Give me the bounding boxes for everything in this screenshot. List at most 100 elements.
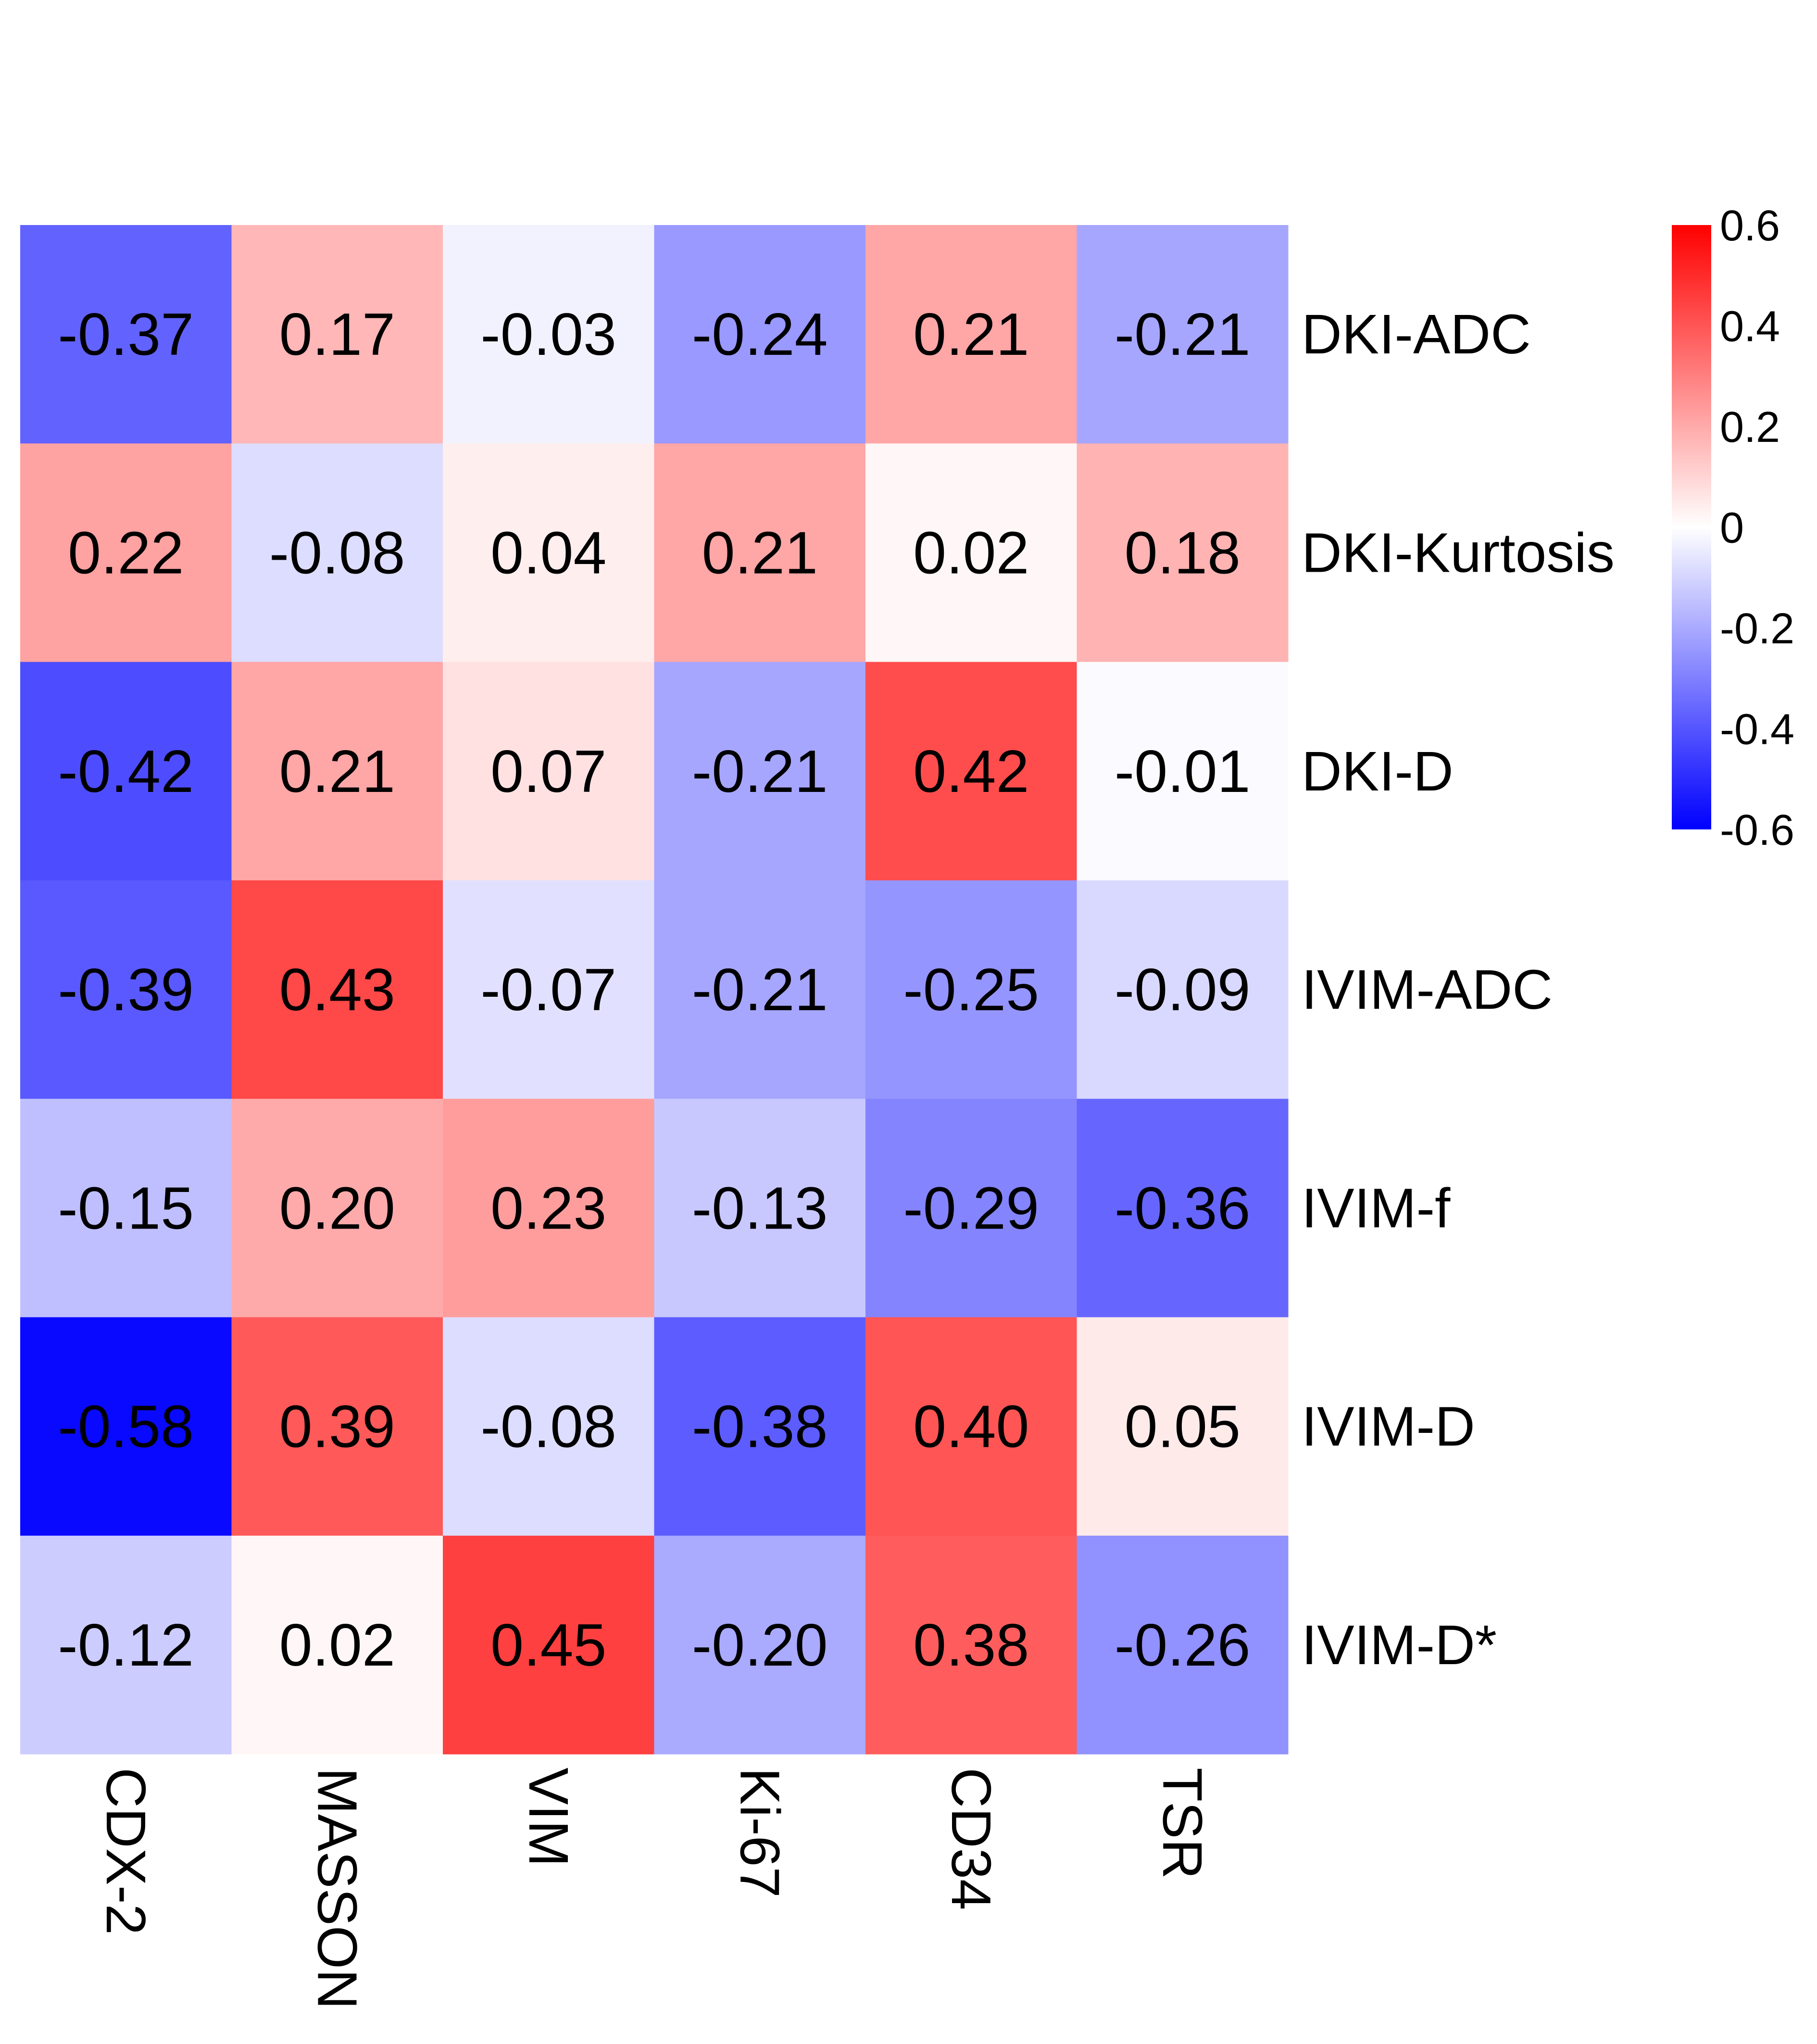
legend-tick-label: -0.6 bbox=[1720, 806, 1794, 854]
cell-value-label: -0.08 bbox=[269, 520, 405, 586]
heatmap-cells bbox=[20, 225, 1289, 1755]
row-label: DKI-D bbox=[1302, 740, 1454, 803]
cell-value-label: -0.20 bbox=[692, 1612, 828, 1679]
heatmap-cell bbox=[443, 1317, 654, 1536]
cell-value-label: -0.21 bbox=[1115, 301, 1251, 368]
heatmap-cell bbox=[865, 1535, 1077, 1755]
row-label: DKI-ADC bbox=[1302, 303, 1531, 365]
heatmap-cell bbox=[231, 1535, 443, 1755]
heatmap-cell bbox=[1077, 1099, 1289, 1317]
cell-value-label: 0.21 bbox=[913, 301, 1029, 368]
cell-value-label: 0.21 bbox=[279, 739, 395, 805]
heatmap-cell bbox=[20, 1317, 232, 1536]
heatmap-cell bbox=[865, 1317, 1077, 1536]
column-labels: CDX-2 MASSON VIM Ki-67 CD34 TSR bbox=[95, 1768, 1214, 2009]
cell-value-label: 0.02 bbox=[279, 1612, 395, 1679]
heatmap-cell bbox=[231, 662, 443, 881]
heatmap-cell bbox=[20, 662, 232, 881]
column-label: Ki-67 bbox=[728, 1768, 791, 1898]
column-label: VIM bbox=[517, 1768, 580, 1867]
cell-value-label: 0.45 bbox=[490, 1612, 606, 1679]
heatmap-cell bbox=[20, 225, 232, 444]
heatmap-cell bbox=[654, 880, 866, 1099]
heatmap-cell bbox=[20, 443, 232, 663]
heatmap-cell bbox=[1077, 443, 1289, 663]
legend-tick-label: 0 bbox=[1720, 504, 1744, 552]
cell-value-label: -0.01 bbox=[1115, 739, 1251, 805]
heatmap-cell bbox=[654, 662, 866, 881]
color-legend: 0.6 0.4 0.2 0 -0.2 -0.4 -0.6 bbox=[1672, 202, 1794, 854]
cell-value-label: -0.24 bbox=[692, 301, 828, 368]
cell-value-label: 0.07 bbox=[490, 739, 606, 805]
legend-tick-label: -0.2 bbox=[1720, 605, 1794, 653]
heatmap-cell bbox=[443, 1099, 654, 1317]
heatmap-cell bbox=[443, 225, 654, 444]
heatmap-cell bbox=[443, 662, 654, 881]
row-label: IVIM-f bbox=[1302, 1177, 1451, 1239]
heatmap-cell bbox=[443, 1535, 654, 1755]
cell-value-label: 0.38 bbox=[913, 1612, 1029, 1679]
cell-value-label: -0.21 bbox=[692, 957, 828, 1023]
cell-value-label: -0.58 bbox=[58, 1394, 194, 1460]
heatmap-cell bbox=[1077, 662, 1289, 881]
heatmap-cell bbox=[20, 1099, 232, 1317]
heatmap-cell bbox=[865, 443, 1077, 663]
cell-value-label: 0.43 bbox=[279, 957, 395, 1023]
cell-value-label: 0.40 bbox=[913, 1394, 1029, 1460]
cell-value-label: 0.23 bbox=[490, 1175, 606, 1241]
heatmap-cell bbox=[443, 443, 654, 663]
heatmap-cell bbox=[865, 662, 1077, 881]
cell-value-label: -0.13 bbox=[692, 1175, 828, 1241]
row-label: DKI-Kurtosis bbox=[1302, 521, 1615, 584]
column-label: MASSON bbox=[306, 1768, 368, 2009]
cell-value-label: -0.36 bbox=[1115, 1175, 1251, 1241]
cell-value-label: -0.08 bbox=[480, 1394, 616, 1460]
heatmap-cell bbox=[654, 1099, 866, 1317]
cell-value-label: 0.02 bbox=[913, 520, 1029, 586]
cell-value-label: -0.12 bbox=[58, 1612, 194, 1679]
cell-value-label: -0.09 bbox=[1115, 957, 1251, 1023]
heatmap-cell bbox=[654, 1535, 866, 1755]
cell-value-label: 0.20 bbox=[279, 1175, 395, 1241]
column-label: CD34 bbox=[940, 1768, 1002, 1910]
cell-value-label: 0.39 bbox=[279, 1394, 395, 1460]
heatmap-cell bbox=[1077, 880, 1289, 1099]
column-label: CDX-2 bbox=[95, 1768, 157, 1935]
heatmap-cell bbox=[231, 225, 443, 444]
heatmap-cell bbox=[443, 880, 654, 1099]
heatmap-cell bbox=[1077, 1317, 1289, 1536]
cell-value-label: 0.42 bbox=[913, 739, 1029, 805]
legend-tick-label: -0.4 bbox=[1720, 706, 1794, 754]
legend-tick-label: 0.2 bbox=[1720, 403, 1780, 451]
cell-value-label: 0.05 bbox=[1125, 1394, 1241, 1460]
heatmap-cell bbox=[654, 1317, 866, 1536]
cell-value-label: -0.15 bbox=[58, 1175, 194, 1241]
cell-value-label: -0.38 bbox=[692, 1394, 828, 1460]
legend-tick-label: 0.6 bbox=[1720, 202, 1780, 250]
heatmap-cell bbox=[231, 1099, 443, 1317]
row-label: IVIM-D* bbox=[1302, 1614, 1497, 1676]
heatmap-cell bbox=[865, 1099, 1077, 1317]
heatmap-cell bbox=[654, 443, 866, 663]
heatmap-cell bbox=[1077, 225, 1289, 444]
heatmap-cell bbox=[231, 443, 443, 663]
heatmap-cell bbox=[865, 880, 1077, 1099]
heatmap-cell-labels: -0.37 0.17 -0.03 -0.24 0.21 -0.21 0.22 -0.08 0.0… bbox=[58, 301, 1250, 1679]
cell-value-label: -0.42 bbox=[58, 739, 194, 805]
row-label: IVIM-ADC bbox=[1302, 958, 1553, 1021]
cell-value-label: 0.21 bbox=[702, 520, 818, 586]
legend-color-bar bbox=[1672, 225, 1711, 829]
cell-value-label: 0.17 bbox=[279, 301, 395, 368]
heatmap-cell bbox=[20, 1535, 232, 1755]
cell-value-label: -0.07 bbox=[480, 957, 616, 1023]
heatmap-cell bbox=[231, 1317, 443, 1536]
row-label: IVIM-D bbox=[1302, 1395, 1475, 1458]
legend-tick-label: 0.4 bbox=[1720, 303, 1780, 351]
row-labels: DKI-ADC DKI-Kurtosis DKI-D IVIM-ADC IVIM-f IV… bbox=[1302, 303, 1615, 1676]
cell-value-label: 0.18 bbox=[1125, 520, 1241, 586]
cell-value-label: -0.29 bbox=[903, 1175, 1039, 1241]
cell-value-label: -0.25 bbox=[903, 957, 1039, 1023]
cell-value-label: -0.26 bbox=[1115, 1612, 1251, 1679]
heatmap-cell bbox=[20, 880, 232, 1099]
column-label: TSR bbox=[1151, 1768, 1214, 1879]
